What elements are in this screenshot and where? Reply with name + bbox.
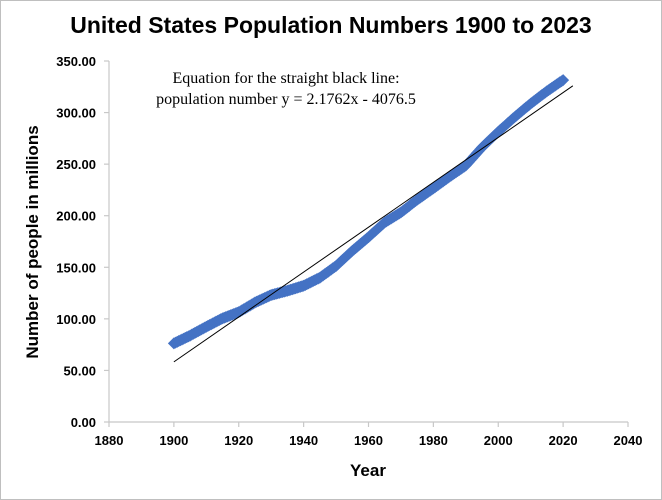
y-axis-label: Number of people in millions — [23, 125, 42, 358]
x-tick-label: 1960 — [354, 433, 383, 448]
x-axis-label: Year — [350, 461, 386, 480]
y-tick-label: 150.00 — [56, 260, 96, 275]
y-tick-label: 0.00 — [71, 415, 96, 430]
y-tick-label: 50.00 — [63, 363, 96, 378]
chart-title: United States Population Numbers 1900 to… — [70, 12, 591, 38]
equation-annotation-line1: Equation for the straight black line: — [172, 70, 399, 87]
y-tick-label: 250.00 — [56, 157, 96, 172]
y-tick-label: 100.00 — [56, 312, 96, 327]
x-tick-label: 1880 — [95, 433, 124, 448]
y-tick-label: 300.00 — [56, 106, 96, 121]
x-tick-label: 1980 — [419, 433, 448, 448]
x-tick-label: 2040 — [614, 433, 643, 448]
trendline — [173, 85, 574, 363]
x-tick-label: 1920 — [224, 433, 253, 448]
x-tick-label: 1940 — [289, 433, 318, 448]
y-tick-label: 200.00 — [56, 209, 96, 224]
x-axis: 1880 1900 1920 1940 1960 1980 2000 2020 2040 — [95, 421, 643, 448]
trendline-group — [173, 85, 574, 363]
data-point — [557, 74, 570, 87]
x-tick-label: 2000 — [484, 433, 513, 448]
x-tick-label: 2020 — [549, 433, 578, 448]
equation-annotation-line2: population number y = 2.1762x - 4076.5 — [156, 91, 416, 108]
y-tick-label: 350.00 — [56, 54, 96, 69]
x-tick-label: 1900 — [159, 433, 188, 448]
y-axis: 0.00 50.00 100.00 150.00 200.00 250.00 300.00 3… — [56, 54, 110, 430]
population-series — [167, 74, 570, 350]
